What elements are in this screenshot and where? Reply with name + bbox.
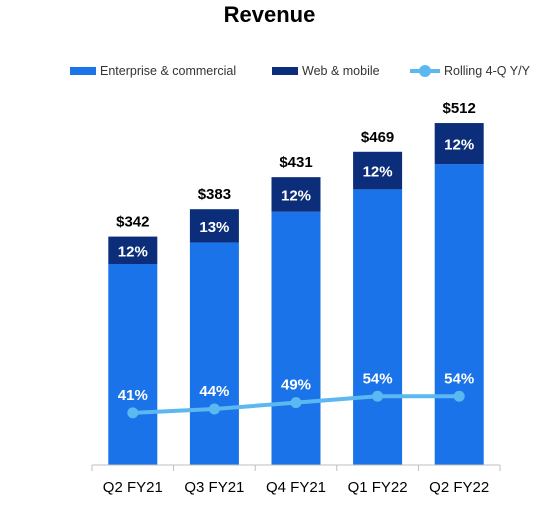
rolling-point	[372, 390, 384, 402]
x-tick-label: Q2 FY21	[103, 479, 163, 496]
legend-label-web-mobile: Web & mobile	[302, 64, 380, 78]
web-mobile-share-label: 12%	[444, 137, 474, 154]
rolling-point	[208, 403, 220, 415]
bar-web-mobile	[353, 151, 403, 190]
legend-swatch-enterprise	[70, 67, 96, 75]
web-mobile-share-label: 12%	[118, 243, 148, 260]
bar-enterprise	[108, 264, 158, 465]
rolling-label: 54%	[444, 370, 474, 387]
rolling-label: 49%	[281, 377, 311, 394]
x-tick-label: Q2 FY22	[429, 479, 489, 496]
x-tick-label: Q4 FY21	[266, 479, 326, 496]
bar-enterprise	[189, 242, 239, 465]
legend-label-enterprise: Enterprise & commercial	[100, 64, 237, 78]
legend-item-enterprise: Enterprise & commercial	[70, 64, 236, 78]
web-mobile-share-label: 12%	[281, 187, 311, 204]
rolling-label: 44%	[199, 383, 229, 400]
rolling-point	[127, 407, 139, 419]
total-label: $431	[279, 154, 312, 171]
rolling-point	[290, 397, 302, 409]
bar-web-mobile	[189, 209, 239, 243]
total-label: $512	[443, 100, 476, 117]
bar-enterprise	[353, 189, 403, 465]
total-label: $383	[198, 186, 231, 203]
bar-web-mobile	[271, 177, 321, 212]
legend-item-rolling: Rolling 4-Q Y/Y	[410, 64, 530, 78]
legend-line-rolling	[410, 65, 440, 77]
legend-swatch-web-mobile	[272, 67, 298, 75]
bar-enterprise	[271, 211, 321, 465]
bar-enterprise	[434, 164, 484, 466]
total-label: $469	[361, 129, 394, 146]
web-mobile-share-label: 13%	[199, 219, 229, 236]
x-tick-label: Q3 FY21	[184, 479, 244, 496]
bar-web-mobile	[434, 123, 484, 165]
rolling-label: 54%	[363, 370, 393, 387]
legend: Enterprise & commercial Web & mobile Rol…	[0, 64, 539, 84]
chart-title: Revenue	[223, 2, 316, 27]
web-mobile-share-label: 12%	[363, 164, 393, 181]
total-label: $342	[116, 214, 149, 231]
bar-web-mobile	[108, 236, 158, 265]
rolling-label: 41%	[118, 387, 148, 404]
rolling-point	[453, 390, 465, 402]
legend-label-rolling: Rolling 4-Q Y/Y	[444, 64, 530, 78]
x-tick-label: Q1 FY22	[348, 479, 408, 496]
legend-item-web-mobile: Web & mobile	[272, 64, 380, 78]
